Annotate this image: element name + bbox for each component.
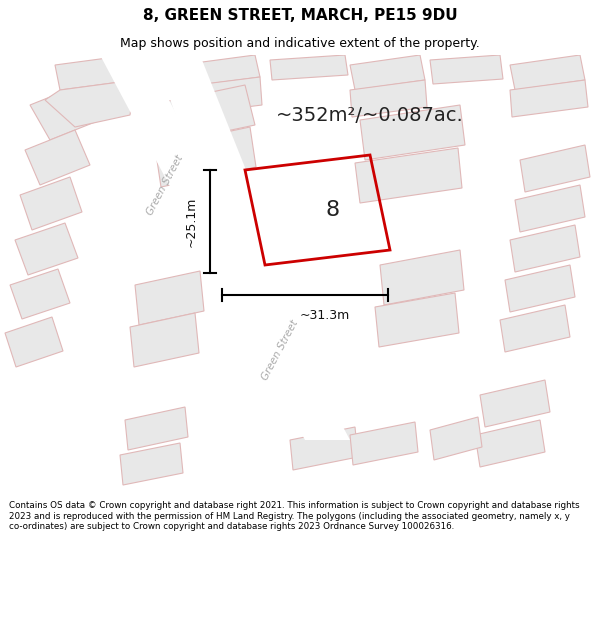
Polygon shape: [5, 317, 63, 367]
Text: ~31.3m: ~31.3m: [300, 309, 350, 322]
Polygon shape: [430, 417, 482, 460]
Polygon shape: [350, 55, 425, 90]
Polygon shape: [380, 250, 464, 305]
Polygon shape: [510, 55, 585, 90]
Text: Contains OS data © Crown copyright and database right 2021. This information is : Contains OS data © Crown copyright and d…: [9, 501, 580, 531]
Polygon shape: [20, 177, 82, 230]
Polygon shape: [510, 80, 588, 117]
Polygon shape: [30, 85, 100, 140]
Polygon shape: [180, 55, 260, 87]
Polygon shape: [45, 80, 135, 127]
Polygon shape: [180, 77, 262, 115]
Text: 8: 8: [325, 200, 340, 220]
Polygon shape: [510, 225, 580, 272]
Text: ~25.1m: ~25.1m: [185, 196, 198, 247]
Polygon shape: [120, 443, 183, 485]
Polygon shape: [135, 271, 204, 325]
Polygon shape: [375, 293, 459, 347]
Polygon shape: [155, 127, 256, 187]
Polygon shape: [15, 223, 78, 275]
Polygon shape: [350, 80, 427, 117]
Text: Green Street: Green Street: [260, 318, 300, 382]
Text: Map shows position and indicative extent of the property.: Map shows position and indicative extent…: [120, 38, 480, 51]
Polygon shape: [515, 185, 585, 232]
Polygon shape: [150, 85, 255, 145]
Polygon shape: [155, 55, 260, 230]
Text: Green Street: Green Street: [145, 153, 185, 217]
Polygon shape: [25, 130, 90, 185]
Polygon shape: [350, 422, 418, 465]
Polygon shape: [100, 55, 350, 440]
Polygon shape: [505, 265, 575, 312]
Polygon shape: [360, 105, 465, 160]
Polygon shape: [430, 55, 503, 84]
Polygon shape: [130, 313, 199, 367]
Text: 8, GREEN STREET, MARCH, PE15 9DU: 8, GREEN STREET, MARCH, PE15 9DU: [143, 8, 457, 23]
Polygon shape: [500, 305, 570, 352]
Polygon shape: [355, 148, 462, 203]
Polygon shape: [125, 407, 188, 450]
Text: ~352m²/~0.087ac.: ~352m²/~0.087ac.: [276, 106, 464, 125]
Polygon shape: [475, 420, 545, 467]
Polygon shape: [520, 145, 590, 192]
Polygon shape: [55, 55, 135, 90]
Polygon shape: [290, 427, 358, 470]
Polygon shape: [10, 269, 70, 319]
Polygon shape: [270, 55, 348, 80]
Polygon shape: [480, 380, 550, 427]
